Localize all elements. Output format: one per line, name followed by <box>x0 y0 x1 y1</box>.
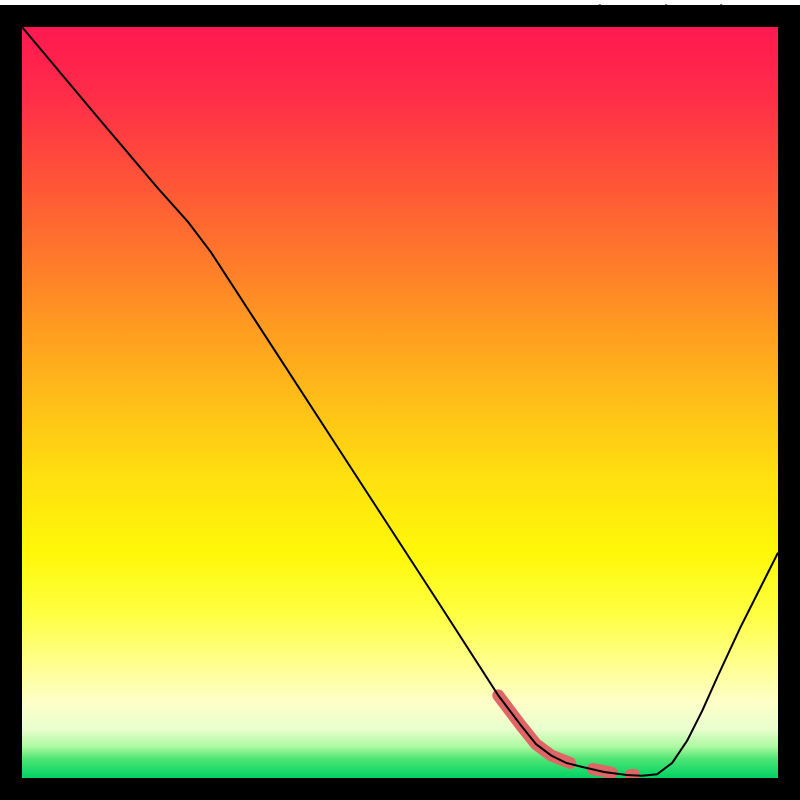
gradient-background <box>22 27 778 778</box>
watermark-text: TheBottleneck.com <box>583 0 780 27</box>
chart-svg <box>22 27 778 778</box>
chart-container <box>22 27 778 778</box>
